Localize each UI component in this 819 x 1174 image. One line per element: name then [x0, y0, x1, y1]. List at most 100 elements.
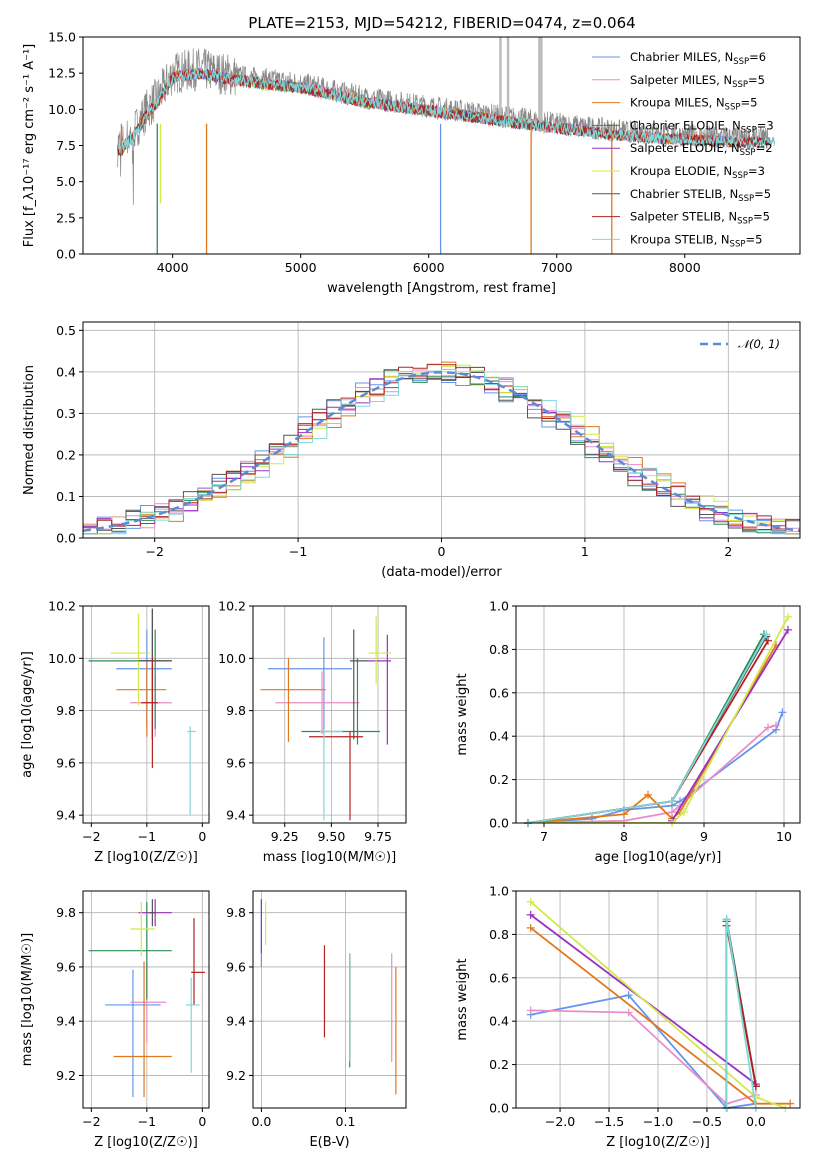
y-tick-label: 0.5 [56, 323, 76, 338]
y-axis-label: mass weight [455, 673, 470, 755]
y-tick-label: 10.2 [218, 599, 246, 614]
y-tick-label: 0.0 [56, 531, 76, 546]
y-tick-label: 0.2 [489, 772, 509, 787]
x-tick-label: −1 [138, 829, 156, 844]
y-tick-label: 1.0 [489, 884, 509, 899]
legend-label-1: Salpeter MILES, NSSP=5 [630, 73, 765, 90]
y-tick-label: 9.4 [56, 808, 76, 823]
axes-frame [82, 36, 801, 255]
y-axis-label: Normed distribution [22, 365, 37, 495]
legend-tspan: SSP [738, 194, 754, 204]
legend-tspan: =5 [754, 187, 771, 201]
spectrum-panel: 4000 5000 6000 7000 8000 0.0 2.5 5.0 7.5 10.0 12.5… [22, 30, 801, 296]
legend-tspan: Salpeter STELIB, N [630, 210, 737, 224]
figure-title: PLATE=2153, MJD=54212, FIBERID=0474, z=0… [248, 14, 635, 32]
legend-label-normal: 𝒩(0, 1) [738, 337, 780, 351]
x-axis-label: Z [log10(Z/Z☉)] [94, 1135, 198, 1150]
weight-line-1 [530, 1009, 757, 1105]
x-tick-label: −1.5 [594, 1114, 624, 1129]
legend-tspan: SSP [732, 171, 748, 181]
x-tick-label: 0.0 [746, 1114, 766, 1129]
y-tick-label: 0.0 [489, 816, 509, 831]
legend-tspan: SSP [732, 80, 748, 90]
y-tick-label: 10.0 [48, 102, 76, 117]
x-axis-label: mass [log10(M/M☉)] [263, 850, 396, 865]
x-axis-label: Z [log10(Z/Z☉)] [606, 1135, 710, 1150]
y-tick-label: 9.4 [226, 808, 246, 823]
axes-frame [82, 321, 801, 539]
y-tick-label: 1.0 [489, 599, 509, 614]
x-tick-label: −0.5 [692, 1114, 722, 1129]
x-axis-label: Z [log10(Z/Z☉)] [94, 850, 198, 865]
axes-frame [252, 890, 407, 1109]
y-tick-label: 9.8 [226, 905, 246, 920]
y-tick-label: 9.8 [56, 905, 76, 920]
y-tick-label: 0.6 [489, 685, 509, 700]
weight-vs-Z-panel: −2.0 −1.5 −1.0 −0.5 0.0 0.0 0.2 0.4 0.6 0.8 1.0 Z [… [455, 884, 801, 1150]
legend-label-2: Kroupa MILES, NSSP=5 [630, 96, 757, 113]
axes-frame [515, 605, 801, 824]
y-tick-label: 7.5 [56, 138, 76, 153]
y-tick-label: 0.0 [489, 1101, 509, 1116]
legend-tspan: SSP [737, 217, 753, 227]
mass-vs-Z-panel: −2 −1 0 9.2 9.4 9.6 9.8 Z [log10(Z/Z☉)] mass [lo… [20, 890, 210, 1150]
y-tick-label: 0.8 [489, 642, 509, 657]
x-tick-label: −1 [289, 544, 307, 559]
y-tick-label: 9.6 [56, 755, 76, 770]
y-tick-label: 5.0 [56, 174, 76, 189]
legend-label-3: Chabrier ELODIE, NSSP=3 [630, 118, 774, 135]
axes-frame [252, 605, 407, 824]
legend-tspan: SSP [733, 57, 749, 67]
legend-tspan: Chabrier MILES, N [630, 50, 733, 64]
legend-label-0: Chabrier MILES, NSSP=6 [630, 50, 766, 67]
axes-frame [515, 890, 801, 1109]
y-tick-label: 0.1 [56, 489, 76, 504]
legend-label-5: Kroupa ELODIE, NSSP=3 [630, 164, 765, 181]
y-tick-label: 2.5 [56, 210, 76, 225]
x-tick-label: 4000 [157, 260, 189, 275]
legend-tspan: =3 [748, 164, 765, 178]
x-tick-label: −1.0 [643, 1114, 673, 1129]
x-tick-label: −2 [82, 1114, 100, 1129]
y-axis-label: mass [log10(M/M☉)] [20, 933, 35, 1066]
y-tick-label: 10.0 [48, 651, 76, 666]
x-tick-label: 8 [620, 829, 628, 844]
legend-label-8: Kroupa STELIB, NSSP=5 [630, 232, 762, 249]
y-tick-label: 9.6 [226, 755, 246, 770]
x-tick-label: 6000 [413, 260, 445, 275]
x-tick-label: 0.0 [251, 1114, 271, 1129]
x-tick-label: 9.50 [317, 829, 345, 844]
y-tick-label: 9.2 [226, 1068, 246, 1083]
y-tick-label: 12.5 [48, 66, 76, 81]
y-tick-label: 0.2 [489, 1057, 509, 1072]
model-spectrum-8 [117, 67, 775, 153]
weight-vs-age-panel: 7 8 9 10 0.0 0.2 0.4 0.6 0.8 1.0 age [log10(age/yr… [455, 599, 801, 865]
legend-tspan: =5 [740, 96, 757, 110]
y-tick-label: 10.2 [48, 599, 76, 614]
y-tick-label: 9.4 [226, 1014, 246, 1029]
weight-line-5 [528, 616, 789, 823]
weight-line-2 [527, 644, 777, 823]
y-tick-label: 9.6 [226, 959, 246, 974]
legend-tspan: =5 [745, 232, 762, 246]
legend-tspan: =6 [749, 50, 766, 64]
legend-tspan: SSP [730, 239, 746, 249]
x-axis-label: age [log10(age/yr)] [595, 850, 722, 865]
legend-label-7: Salpeter STELIB, NSSP=5 [630, 210, 770, 227]
x-tick-label: −2 [145, 544, 163, 559]
x-axis-label: E(B-V) [309, 1135, 349, 1150]
y-tick-label: 0.6 [489, 970, 509, 985]
y-axis-label: age [log10(age/yr)] [20, 651, 35, 778]
x-tick-label: −1 [138, 1114, 156, 1129]
y-tick-label: 9.8 [226, 703, 246, 718]
x-tick-label: 9.75 [364, 829, 392, 844]
age-vs-Z-panel: −2 −1 0 9.4 9.6 9.8 10.0 10.2 Z [log10(Z/Z☉)] age… [20, 599, 210, 865]
y-axis-label: mass weight [455, 958, 470, 1040]
legend-tspan: =3 [757, 118, 774, 132]
y-tick-label: 0.4 [489, 729, 509, 744]
y-tick-label: 10.0 [218, 651, 246, 666]
legend-tspan: Chabrier ELODIE, N [630, 118, 741, 132]
y-tick-label: 0.4 [56, 364, 76, 379]
x-tick-label: 0 [438, 544, 446, 559]
